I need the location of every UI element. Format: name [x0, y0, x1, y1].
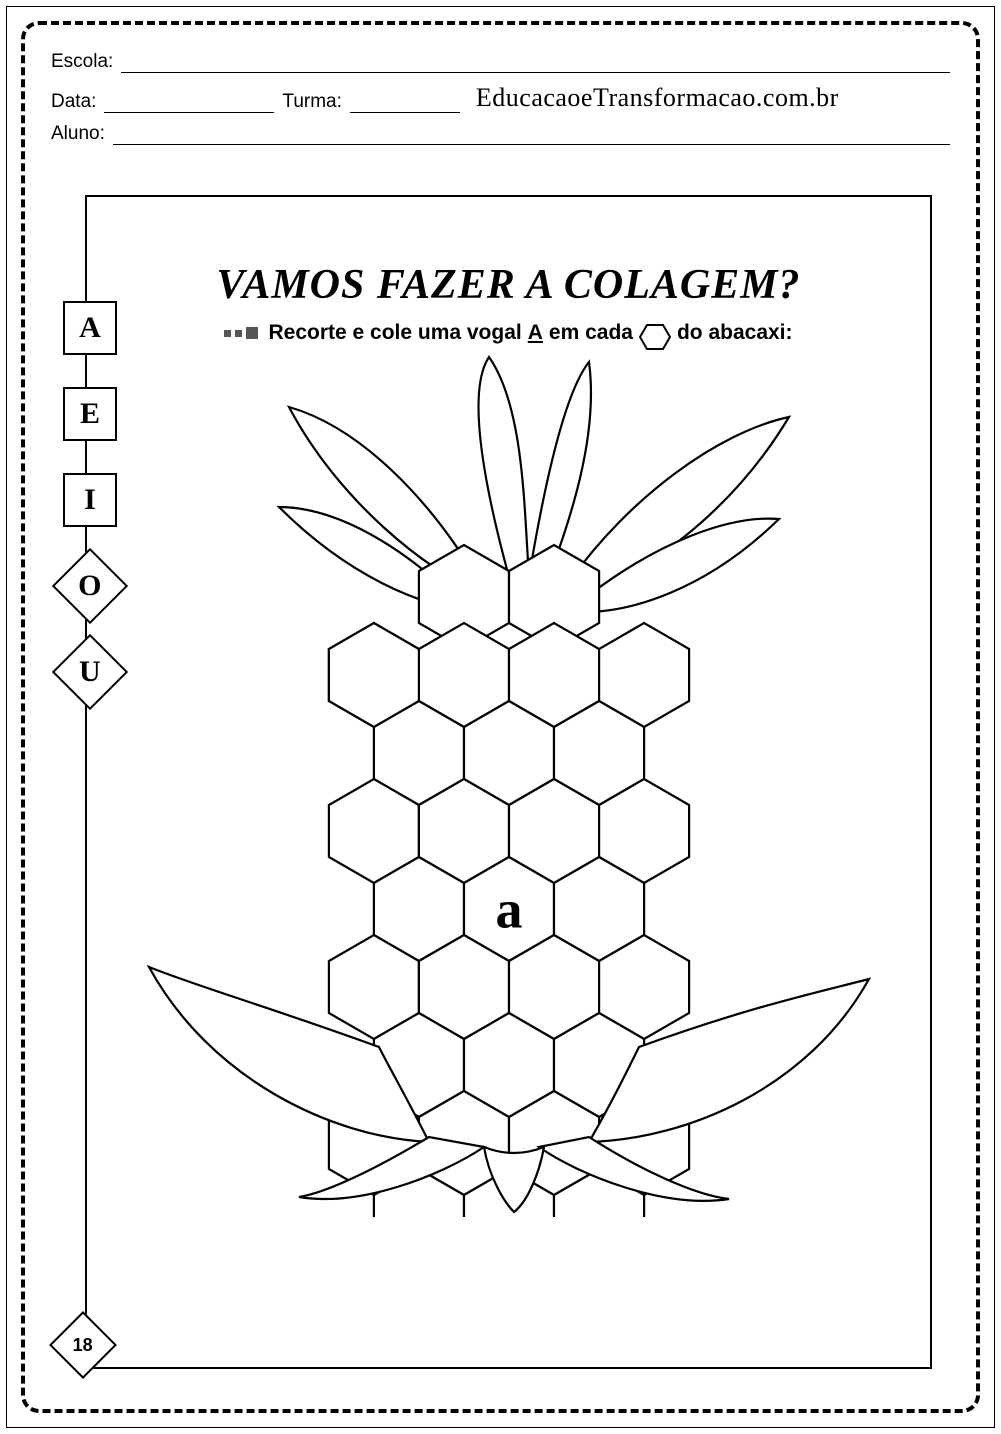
activity-instruction: Recorte e cole uma vogal A em cada do ab…	[87, 319, 930, 347]
instruction-vowel: A	[528, 321, 543, 345]
vowel-letter: A	[79, 311, 101, 345]
instruction-pre: Recorte e cole uma vogal	[268, 321, 521, 345]
center-letter: a	[495, 879, 522, 939]
pineapple-figure: a	[87, 347, 930, 1367]
site-url: EducacaoeTransformacao.com.br	[476, 83, 839, 113]
vowel-box-e: E	[63, 387, 117, 441]
worksheet-header: Escola: Data: Turma: EducacaoeTransforma…	[51, 51, 950, 145]
student-line[interactable]	[113, 123, 950, 145]
vowel-box-i: I	[63, 473, 117, 527]
vowel-letter: U	[79, 655, 101, 689]
vowel-letter: O	[78, 569, 101, 603]
vowel-column: A E I O U	[63, 301, 117, 699]
school-label: Escola:	[51, 51, 113, 73]
date-label: Data:	[51, 91, 96, 113]
school-line[interactable]	[121, 51, 950, 73]
vowel-box-u: U	[52, 634, 128, 710]
class-label: Turma:	[282, 91, 341, 113]
date-line[interactable]	[104, 91, 274, 113]
page-number: 18	[73, 1335, 93, 1356]
instruction-mid: em cada	[549, 321, 633, 345]
vowel-letter: I	[84, 483, 96, 517]
page-outer-border: Escola: Data: Turma: EducacaoeTransforma…	[6, 6, 995, 1428]
bullet-icon	[224, 327, 258, 339]
class-line[interactable]	[350, 91, 460, 113]
page-dashed-border: Escola: Data: Turma: EducacaoeTransforma…	[21, 21, 980, 1413]
activity-frame: VAMOS FAZER A COLAGEM? Recorte e cole um…	[85, 195, 932, 1369]
student-label: Aluno:	[51, 123, 105, 145]
instruction-post: do abacaxi:	[677, 321, 793, 345]
vowel-letter: E	[80, 397, 100, 431]
vowel-box-o: O	[52, 548, 128, 624]
vowel-box-a: A	[63, 301, 117, 355]
activity-title: VAMOS FAZER A COLAGEM?	[87, 261, 930, 309]
